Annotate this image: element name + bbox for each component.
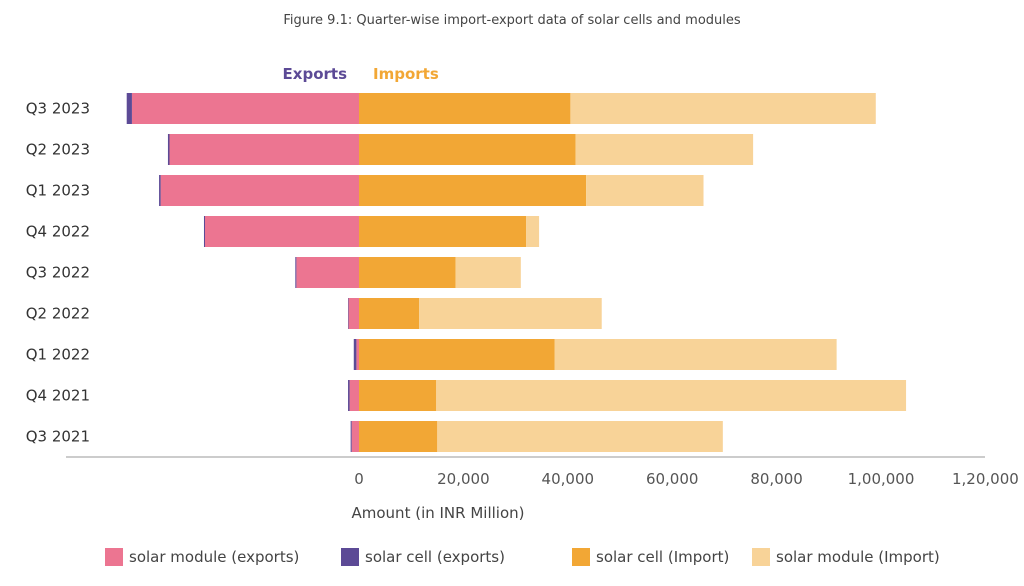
bar-solar-module-exports-q1-2022 [356,339,359,370]
legend-label-solar-cell-import: solar cell (Import) [596,548,729,566]
bar-solar-cell-exports-q1-2023 [159,175,161,206]
bar-solar-cell-import-q2-2022 [359,298,420,329]
chart-title: Figure 9.1: Quarter-wise import-export d… [283,13,741,28]
bar-solar-module-exports-q2-2023 [169,134,359,165]
category-label: Q1 2023 [26,182,90,200]
category-label: Q2 2023 [26,141,90,159]
bar-solar-cell-exports-q3-2022 [295,257,297,288]
legend-label-solar-module-import: solar module (Import) [776,548,940,566]
bar-solar-module-import-q3-2021 [437,421,723,452]
bar-solar-module-import-q4-2022 [526,216,540,247]
x-tick-label: 0 [354,470,364,488]
bar-solar-cell-exports-q4-2022 [203,216,206,247]
bar-solar-cell-import-q1-2023 [359,175,587,206]
bar-solar-cell-import-q1-2022 [359,339,555,370]
bars-group [126,93,907,452]
category-labels: Q3 2023 Q2 2023 Q1 2023 Q4 2022 Q3 2022 Q2 20… [26,100,90,446]
category-label: Q2 2022 [26,305,90,323]
imports-header: Imports [373,65,439,83]
bar-solar-cell-import-q4-2021 [359,380,437,411]
bar-solar-module-exports-q1-2023 [160,175,359,206]
x-tick-label: 20,000 [437,470,490,488]
category-label: Q4 2021 [26,387,90,405]
x-tick-label: 80,000 [750,470,803,488]
bar-solar-module-import-q2-2022 [419,298,602,329]
legend-swatch-solar-cell-exports [341,548,359,566]
x-tick-label: 60,000 [646,470,699,488]
bar-solar-cell-exports-q3-2023 [126,93,132,124]
bar-solar-module-exports-q4-2021 [349,380,359,411]
legend-swatch-solar-module-exports [105,548,123,566]
bar-solar-cell-import-q3-2021 [359,421,438,452]
bar-solar-cell-exports-q2-2022 [348,298,349,329]
bar-solar-module-exports-q3-2023 [131,93,359,124]
bar-solar-module-exports-q4-2022 [205,216,359,247]
bar-solar-module-import-q3-2022 [455,257,521,288]
bar-solar-module-exports-q3-2021 [351,421,359,452]
bar-solar-cell-import-q4-2022 [359,216,527,247]
category-label: Q3 2023 [26,100,90,118]
bar-solar-cell-import-q2-2023 [359,134,576,165]
bar-solar-cell-exports-q4-2021 [348,380,350,411]
bar-solar-module-exports-q2-2022 [348,298,359,329]
bar-solar-module-import-q1-2022 [554,339,837,370]
bar-solar-module-import-q2-2023 [575,134,754,165]
bar-solar-module-import-q1-2023 [586,175,704,206]
legend-swatch-solar-cell-import [572,548,590,566]
category-label: Q3 2021 [26,428,90,446]
bar-solar-module-import-q3-2023 [570,93,876,124]
legend-label-solar-module-exports: solar module (exports) [129,548,299,566]
x-tick-labels: 0 20,000 40,000 60,000 80,000 1,00,000 1,20,00… [354,470,1019,488]
x-tick-label: 1,00,000 [848,470,915,488]
legend-label-solar-cell-exports: solar cell (exports) [365,548,505,566]
bar-solar-cell-exports-q2-2023 [167,134,170,165]
x-tick-label: 40,000 [542,470,595,488]
bar-solar-module-import-q4-2021 [436,380,907,411]
bar-solar-cell-import-q3-2023 [359,93,571,124]
category-label: Q4 2022 [26,223,90,241]
bar-solar-cell-exports-q3-2021 [350,421,352,452]
exports-header: Exports [283,65,348,83]
category-label: Q3 2022 [26,264,90,282]
legend: solar module (exports) solar cell (export… [105,548,940,566]
category-label: Q1 2022 [26,346,90,364]
legend-swatch-solar-module-import [752,548,770,566]
bar-solar-module-exports-q3-2022 [296,257,359,288]
x-tick-label: 1,20,000 [952,470,1019,488]
x-axis-label: Amount (in INR Million) [352,504,525,522]
bar-solar-cell-exports-q1-2022 [353,339,357,370]
bar-solar-cell-import-q3-2022 [359,257,456,288]
